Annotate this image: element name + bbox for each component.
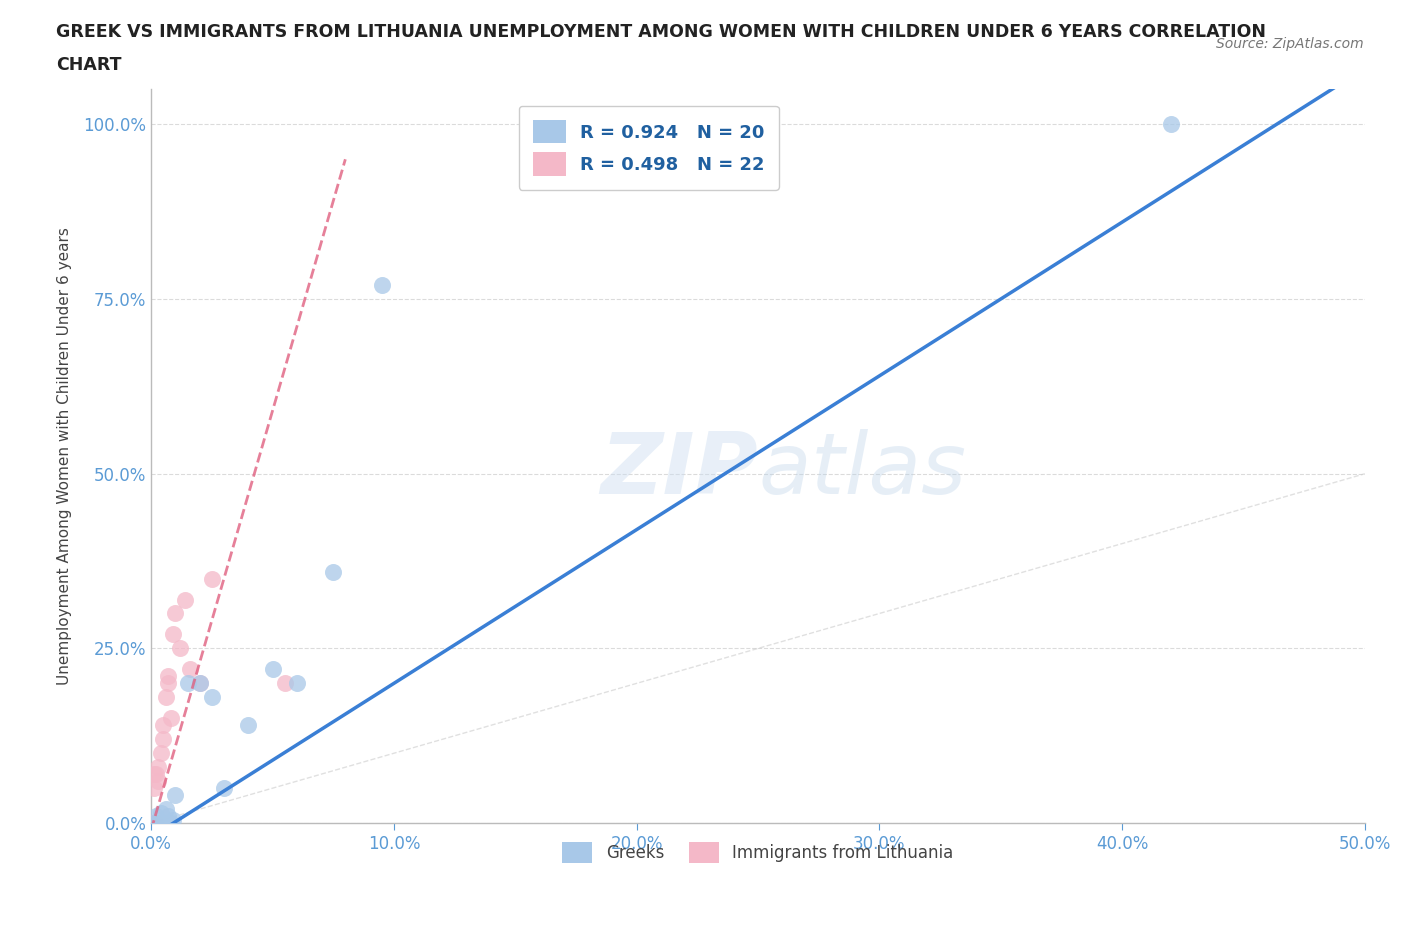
Point	[157, 669, 180, 684]
Y-axis label: Unemployment Among Women with Children Under 6 years: Unemployment Among Women with Children U…	[58, 227, 72, 685]
Legend: Greeks, Immigrants from Lithuania: Greeks, Immigrants from Lithuania	[555, 835, 960, 870]
Point	[165, 788, 187, 803]
Point	[201, 690, 224, 705]
Point	[145, 766, 167, 781]
Point	[149, 746, 172, 761]
Point	[179, 662, 201, 677]
Point	[145, 809, 167, 824]
Text: atlas: atlas	[758, 430, 966, 512]
Point	[169, 641, 191, 656]
Point	[157, 676, 180, 691]
Point	[371, 278, 394, 293]
Point	[145, 816, 167, 830]
Point	[141, 816, 163, 830]
Point	[188, 676, 211, 691]
Point	[212, 781, 235, 796]
Point	[152, 718, 174, 733]
Point	[142, 766, 165, 781]
Point	[188, 676, 211, 691]
Point	[148, 816, 170, 830]
Text: ZIP: ZIP	[600, 430, 758, 512]
Point	[262, 662, 284, 677]
Point	[152, 732, 174, 747]
Point	[174, 592, 197, 607]
Point	[159, 711, 181, 725]
Point	[322, 565, 344, 579]
Point	[273, 676, 295, 691]
Point	[152, 816, 174, 830]
Point	[148, 774, 170, 789]
Point	[155, 690, 177, 705]
Point	[157, 809, 180, 824]
Text: Source: ZipAtlas.com: Source: ZipAtlas.com	[1216, 37, 1364, 51]
Point	[176, 676, 198, 691]
Point	[148, 760, 170, 775]
Point	[285, 676, 308, 691]
Text: GREEK VS IMMIGRANTS FROM LITHUANIA UNEMPLOYMENT AMONG WOMEN WITH CHILDREN UNDER : GREEK VS IMMIGRANTS FROM LITHUANIA UNEMP…	[56, 23, 1267, 41]
Point	[238, 718, 260, 733]
Point	[165, 606, 187, 621]
Point	[162, 812, 184, 827]
Point	[1160, 117, 1182, 132]
Point	[155, 802, 177, 817]
Point	[142, 781, 165, 796]
Point	[159, 816, 181, 830]
Point	[142, 816, 165, 830]
Point	[149, 805, 172, 820]
Point	[201, 571, 224, 586]
Text: CHART: CHART	[56, 56, 122, 73]
Point	[162, 627, 184, 642]
